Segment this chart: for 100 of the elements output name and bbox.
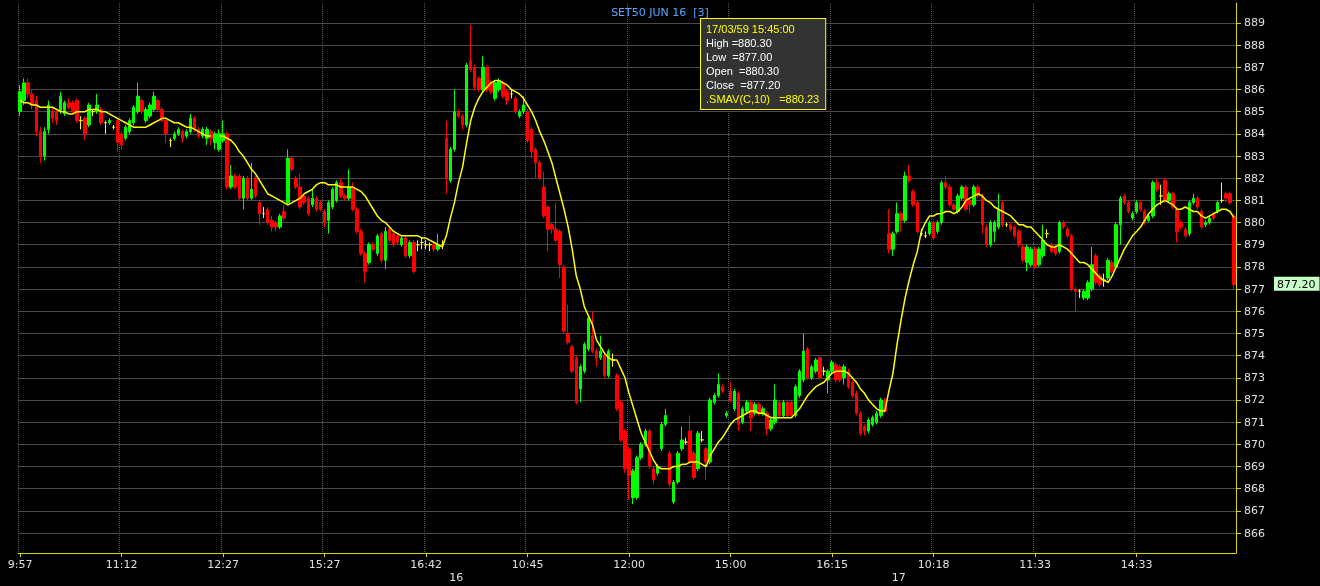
x-tick-label: 11:33 (1019, 558, 1051, 571)
candlestick (818, 355, 822, 381)
candlestick (648, 428, 651, 470)
candlestick (599, 335, 602, 361)
candlestick (903, 171, 907, 224)
candlestick (867, 417, 870, 434)
candlestick (376, 233, 379, 257)
y-tick-label: 883 (1244, 149, 1265, 163)
candlestick (87, 102, 91, 128)
y-tick-label: 868 (1244, 482, 1265, 496)
candlestick (83, 115, 87, 141)
candlestick (392, 230, 395, 248)
candlestick (278, 213, 282, 230)
candlestick (1216, 199, 1219, 215)
candlestick (465, 62, 468, 128)
candlestick (319, 199, 322, 212)
chart-title: SET50 JUN 16 [3] (611, 6, 709, 19)
candlestick (1054, 244, 1057, 257)
y-tick-label: 867 (1244, 504, 1265, 518)
candlestick (1204, 219, 1207, 228)
candlestick (928, 219, 931, 237)
y-tick-label: 878 (1244, 260, 1265, 274)
candlestick (250, 162, 253, 201)
candlestick (282, 204, 286, 221)
candlestick (899, 210, 903, 232)
candlestick (1175, 206, 1179, 244)
candlestick (481, 55, 485, 93)
candlestick (1200, 208, 1203, 230)
x-tick-label: 16:42 (410, 558, 442, 571)
candlestick (522, 95, 525, 115)
candlestick (384, 226, 387, 270)
candlestick (887, 208, 891, 255)
candlestick (274, 219, 278, 232)
annotation: Close =877.20 (706, 79, 781, 91)
x-tick-label: 15:00 (714, 558, 747, 571)
candlestick (404, 235, 407, 259)
annotation: .SMAV(C,10) =880.23 (706, 93, 820, 105)
candlestick (400, 235, 403, 248)
candlestick (790, 399, 793, 419)
y-tick-label: 875 (1244, 326, 1265, 340)
candlestick (1184, 226, 1187, 239)
candlestick (725, 410, 728, 419)
y-tick-label: 886 (1244, 82, 1265, 96)
candlestick (286, 148, 290, 206)
candlestick (964, 184, 968, 212)
candlestick (1131, 210, 1134, 221)
candlestick (737, 390, 740, 432)
x-tick-label: 10:18 (917, 558, 950, 571)
y-tick-label: 870 (1244, 437, 1265, 451)
candlestick (315, 195, 318, 212)
candlestick (1208, 215, 1211, 226)
candlestick (704, 446, 708, 481)
x-tick-label: 15:27 (308, 558, 341, 571)
text: 17 (891, 571, 906, 584)
y-tick-label: 881 (1244, 193, 1265, 207)
annotation: 17/03/59 15:45:00 (706, 23, 795, 35)
candlestick (436, 233, 440, 252)
candlestick (989, 219, 992, 248)
y-tick-label: 874 (1244, 349, 1265, 363)
candlestick (1139, 199, 1142, 212)
candlestick (1135, 199, 1138, 215)
y-tick-label: 879 (1244, 238, 1265, 252)
y-tick-label: 884 (1244, 127, 1265, 141)
candlestick (907, 164, 911, 184)
candlestick (761, 406, 765, 416)
candlestick (1232, 215, 1236, 290)
candlestick (778, 399, 781, 419)
candlestick (144, 106, 148, 124)
candlestick (1058, 219, 1061, 255)
candlestick (1025, 244, 1029, 272)
candlestick (47, 100, 50, 135)
candlestick (290, 155, 294, 173)
y-tick-label: 877 (1244, 282, 1265, 296)
candlestick (254, 175, 257, 199)
y-tick-label: 889 (1244, 16, 1265, 30)
candlestick (1033, 246, 1037, 270)
candlestick (985, 224, 988, 248)
candlestick (1062, 219, 1065, 230)
candlestick (412, 239, 416, 275)
annotation: Open =880.30 (706, 65, 780, 77)
candlestick (493, 80, 497, 102)
candlestick (696, 430, 700, 472)
candlestick (177, 126, 180, 137)
x-tick-label: 16:15 (816, 558, 848, 571)
candlestick (834, 361, 838, 383)
candlestick (786, 399, 789, 419)
candlestick (213, 131, 217, 150)
candlestick (668, 450, 671, 487)
candlestick (721, 383, 724, 394)
candlestick (733, 388, 736, 412)
candlestick (1029, 246, 1033, 268)
candlestick (1001, 199, 1004, 228)
candlestick (782, 399, 785, 419)
candlestick (652, 466, 655, 485)
y-tick-label: 880 (1244, 216, 1265, 230)
candlestick (1021, 244, 1025, 263)
candlestick (367, 242, 371, 266)
candlestick (932, 219, 935, 241)
candlestick (708, 397, 712, 465)
candlestick (607, 348, 610, 379)
